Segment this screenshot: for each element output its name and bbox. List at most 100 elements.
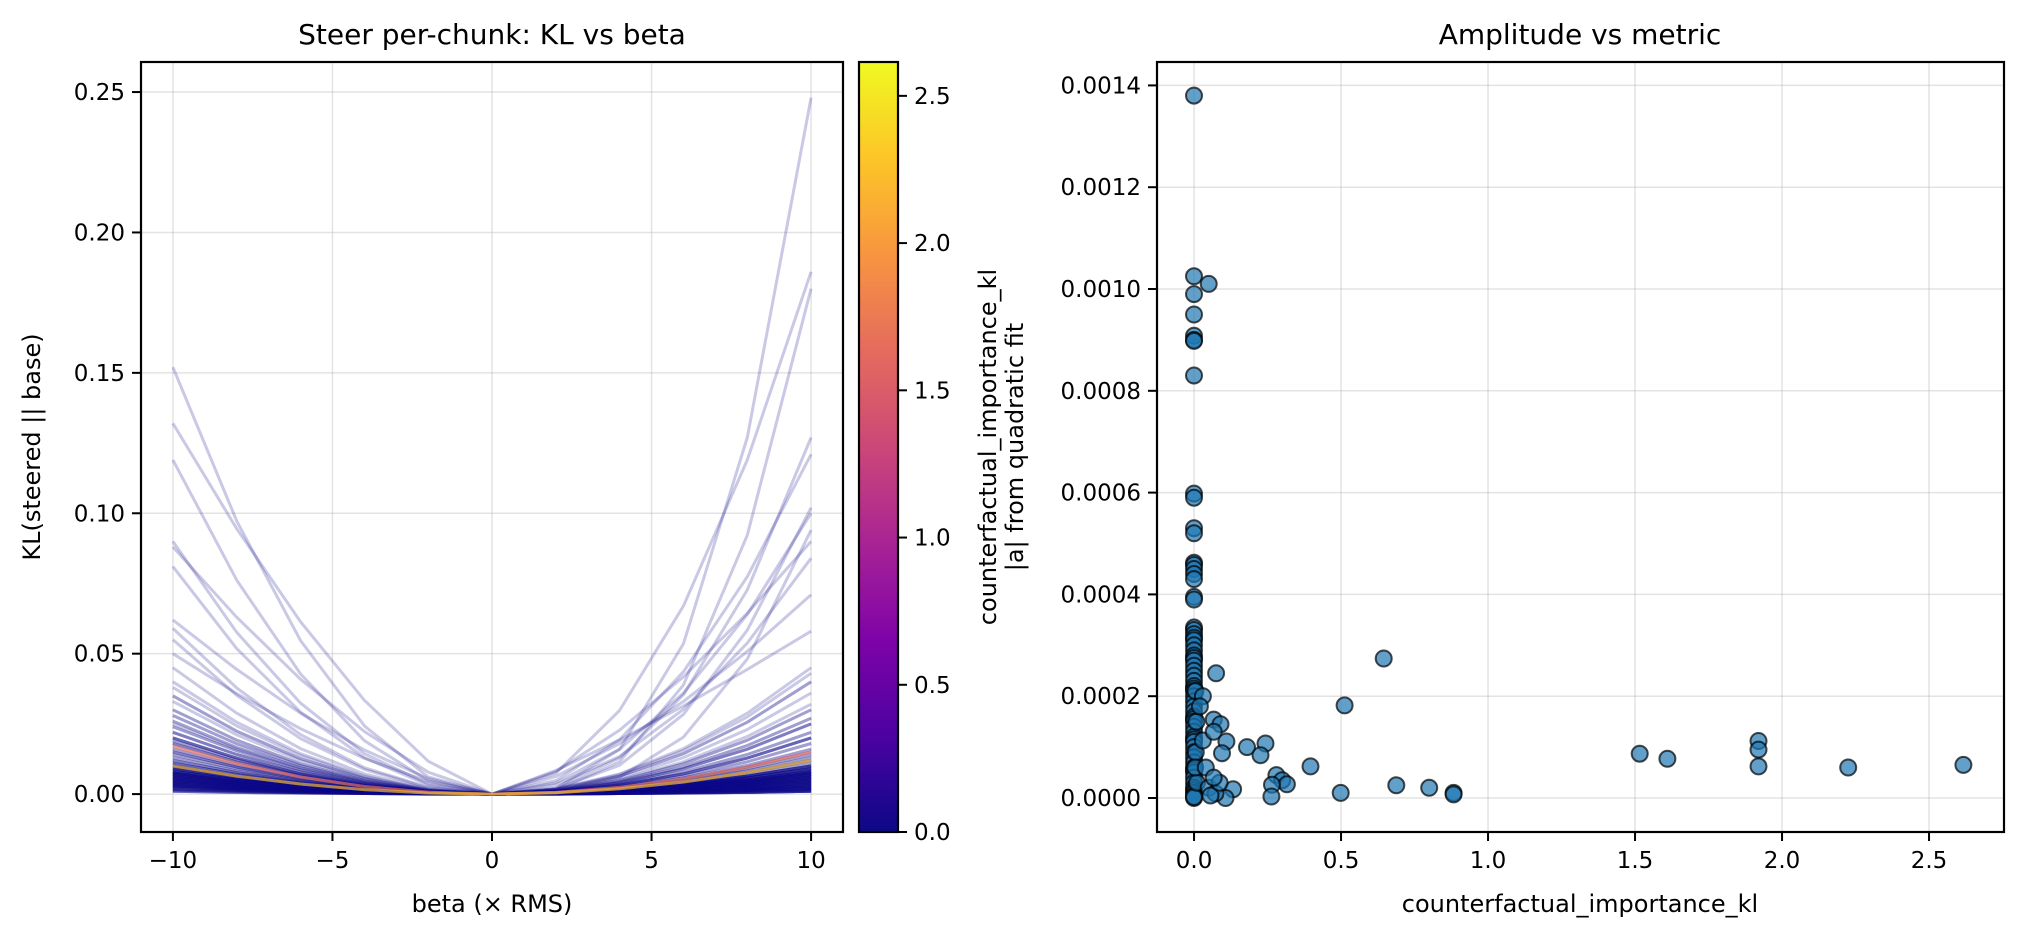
- left-series-lines: [171, 97, 813, 796]
- right-axes-frame: [1155, 60, 2006, 834]
- series-line: [172, 781, 812, 796]
- series-line: [172, 758, 812, 796]
- series-line: [172, 772, 812, 796]
- right-y-tick-label: 0.0000: [1061, 786, 1141, 812]
- series-line: [172, 778, 812, 796]
- series-line: [171, 565, 812, 796]
- series-line: [172, 775, 812, 796]
- series-line: [172, 761, 812, 796]
- series-line: [171, 366, 812, 796]
- series-line: [172, 784, 812, 796]
- right-y-tick-label: 0.0010: [1061, 277, 1141, 303]
- right-scatter-points: [1185, 86, 1973, 807]
- series-line: [172, 453, 813, 796]
- series-line: [172, 781, 812, 796]
- left-x-tick-label: −10: [149, 848, 198, 874]
- series-line: [172, 750, 812, 796]
- scatter-point: [1185, 570, 1203, 589]
- right-y-tick-label: 0.0008: [1061, 379, 1141, 405]
- series-line: [172, 758, 812, 796]
- series-line: [172, 787, 812, 796]
- series-line: [172, 771, 812, 796]
- series-line: [172, 557, 813, 796]
- series-line: [172, 784, 812, 796]
- right-x-tick-label: 1.0: [1470, 848, 1507, 874]
- series-line: [172, 739, 812, 796]
- series-line: [172, 784, 812, 796]
- scatter-point: [1185, 366, 1203, 385]
- series-line: [172, 778, 812, 796]
- series-line: [172, 756, 812, 796]
- right-ticks: 0.0 0.5 1.0 1.5 2.0 2.5 0.0000 0.0002 0.0004 0.00…: [1061, 73, 1948, 874]
- series-line: [172, 784, 812, 796]
- series-line: [172, 789, 812, 796]
- series-line: [172, 787, 812, 796]
- series-line: [172, 772, 812, 796]
- series-line: [172, 774, 812, 796]
- series-line: [172, 271, 813, 796]
- series-line: [172, 753, 812, 796]
- series-line: [172, 716, 812, 796]
- left-y-axis-label: KL(steered || base): [18, 333, 46, 560]
- scatter-point: [1374, 649, 1393, 668]
- right-y-axis-label: |a| from quadratic fit: [1001, 323, 1029, 571]
- series-line: [172, 782, 812, 796]
- series-line: [172, 778, 812, 796]
- colorbar-tick-label: 0.0: [914, 820, 951, 846]
- series-line: [172, 529, 813, 796]
- scatter-point: [1185, 331, 1203, 350]
- left-panel: Steer per-chunk: KL vs beta −10 −5 0 5 10 0.0…: [18, 18, 845, 918]
- series-line: [171, 627, 812, 796]
- series-line: [172, 770, 812, 796]
- scatter-point: [1251, 746, 1270, 765]
- left-x-tick-label: 0: [485, 848, 500, 874]
- scatter-point: [1199, 274, 1218, 293]
- series-line: [172, 771, 812, 796]
- series-line: [172, 691, 812, 796]
- scatter-point: [1185, 524, 1203, 543]
- series-line: [172, 787, 812, 796]
- scatter-point: [1658, 749, 1677, 768]
- series-line: [172, 758, 812, 796]
- series-line: [171, 618, 812, 796]
- series-line: [172, 770, 812, 796]
- series-line: [172, 782, 812, 796]
- series-line: [172, 785, 812, 796]
- left-x-tick-label: 5: [644, 848, 659, 874]
- series-line: [172, 761, 812, 796]
- series-line: [172, 772, 812, 796]
- series-line: [172, 767, 812, 796]
- series-line: [172, 770, 812, 796]
- series-line: [172, 778, 812, 796]
- series-line: [172, 781, 812, 796]
- series-line: [172, 784, 812, 796]
- series-line: [172, 666, 812, 796]
- scatter-point: [1185, 285, 1203, 304]
- series-line: [172, 436, 813, 796]
- left-y-tick-label: 0.25: [74, 80, 125, 106]
- series-line: [172, 764, 812, 796]
- series-line: [172, 507, 813, 796]
- series-line: [172, 288, 813, 796]
- series-line: [172, 680, 812, 796]
- colorbar-tick-label: 2.5: [914, 84, 951, 110]
- colorbar-ticks: 0.0 0.5 1.0 1.5 2.0 2.5: [898, 84, 951, 846]
- series-line: [172, 764, 812, 796]
- left-x-axis-label: beta (× RMS): [412, 890, 573, 918]
- series-line: [172, 781, 812, 796]
- scatter-point: [1444, 785, 1463, 804]
- scatter-point: [1238, 738, 1256, 757]
- series-line: [172, 747, 812, 796]
- series-line: [172, 767, 812, 796]
- scatter-point: [1277, 775, 1296, 794]
- right-y-tick-label: 0.0012: [1061, 175, 1141, 201]
- series-line: [171, 459, 812, 796]
- series-line: [172, 716, 812, 796]
- series-line: [172, 774, 812, 796]
- series-line: [172, 780, 812, 796]
- scatter-point: [1839, 758, 1858, 777]
- left-grid: [141, 62, 843, 832]
- series-line: [172, 784, 812, 796]
- scatter-point: [1185, 488, 1203, 507]
